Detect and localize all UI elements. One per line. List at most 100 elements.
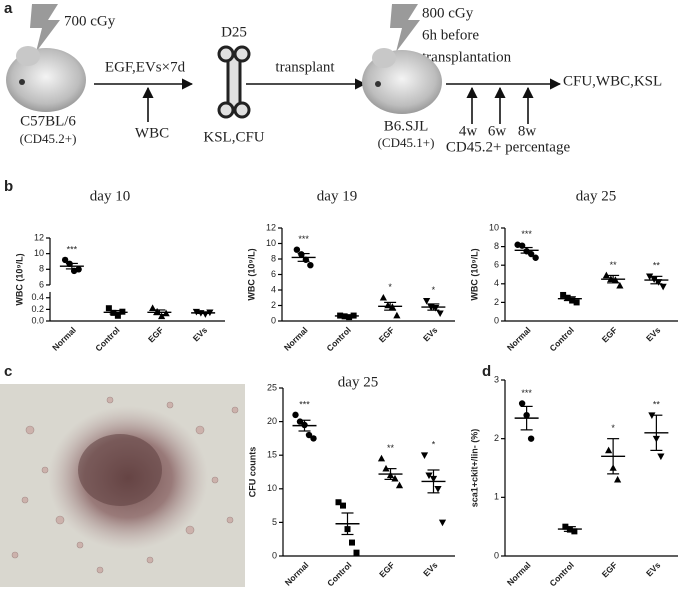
significance: ** <box>387 443 395 453</box>
y-tick-label: 4 <box>494 278 499 288</box>
strain: B6.SJL <box>384 118 429 134</box>
x-tick-label: EGF <box>146 325 165 344</box>
x-tick-label: EGF <box>377 325 396 344</box>
y-tick-label: 8 <box>39 264 44 274</box>
y-tick-label: 12 <box>266 222 276 232</box>
x-tick-label: Control <box>93 325 121 353</box>
chart-title: day 25 <box>338 374 378 390</box>
data-point <box>61 256 69 264</box>
x-tick-label: EVs <box>421 560 440 579</box>
x-tick-label: EVs <box>644 560 663 579</box>
y-tick-label: 10 <box>489 222 499 232</box>
x-tick-label: Normal <box>505 325 533 353</box>
data-point <box>335 499 342 506</box>
y-tick-label: 0.4 <box>31 292 44 302</box>
x-tick-label: EVs <box>421 325 440 344</box>
panel-label: a <box>4 0 13 17</box>
x-tick-label: EVs <box>191 325 210 344</box>
x-tick-label: Control <box>547 560 575 588</box>
y-tick-label: 0.0 <box>31 315 44 325</box>
x-tick-label: EGF <box>600 560 619 579</box>
readout: CFU,WBC,KSL <box>563 73 662 89</box>
y-tick-label: 1 <box>494 492 499 502</box>
chimerism: CD45.2+ percentage <box>446 139 571 155</box>
mouse-ear <box>16 46 40 66</box>
marker: (CD45.1+) <box>378 135 435 150</box>
timing: transplantation <box>422 49 512 65</box>
y-axis-label: sca1+ckit+/lin- (%) <box>469 429 479 508</box>
y-tick-label: 8 <box>271 253 276 263</box>
x-tick-label: Control <box>324 325 352 353</box>
data-point <box>353 549 360 556</box>
data-point <box>527 250 535 258</box>
data-point <box>532 254 539 261</box>
x-tick-label: EVs <box>644 325 663 344</box>
y-tick-label: 2 <box>494 433 499 443</box>
day: D25 <box>221 24 247 40</box>
x-tick-label: Control <box>547 325 575 353</box>
y-tick-label: 3 <box>494 374 499 384</box>
significance: ** <box>653 400 661 410</box>
y-tick-label: 10 <box>34 248 44 258</box>
y-tick-label: 0.2 <box>31 304 44 314</box>
data-point <box>646 273 654 281</box>
y-tick-label: 6 <box>39 279 44 289</box>
data-point <box>293 246 301 253</box>
y-axis-label: CFU counts <box>247 447 257 498</box>
data-point <box>659 283 667 291</box>
y-tick-label: 25 <box>267 382 277 392</box>
data-point <box>614 475 622 483</box>
week: 6w <box>488 123 507 139</box>
x-tick-label: EGF <box>377 560 396 579</box>
data-point <box>346 314 353 321</box>
y-axis-label: WBC (10⁹/L) <box>14 253 24 305</box>
data-point <box>605 446 613 454</box>
data-point <box>75 266 82 273</box>
data-point <box>560 291 567 298</box>
y-axis-label: WBC (10⁹/L) <box>469 248 479 300</box>
data-point <box>436 310 444 318</box>
y-tick-label: 5 <box>272 517 277 527</box>
mouse-ear <box>372 48 396 68</box>
measure: WBC <box>135 125 169 141</box>
data-point <box>657 453 665 461</box>
data-point <box>564 294 571 301</box>
significance: *** <box>298 234 309 244</box>
data-point <box>438 519 447 527</box>
data-point <box>310 435 317 442</box>
significance: *** <box>299 399 310 409</box>
y-tick-label: 20 <box>267 416 277 426</box>
marker: (CD45.2+) <box>20 131 77 146</box>
transplant: transplant <box>275 59 335 75</box>
y-tick-label: 0 <box>271 315 276 325</box>
y-tick-label: 2 <box>271 300 276 310</box>
data-point <box>379 293 387 301</box>
y-tick-label: 15 <box>267 450 277 460</box>
x-tick-label: Normal <box>283 560 311 588</box>
micrograph <box>0 384 245 587</box>
data-point <box>602 271 610 279</box>
chart-title: day 10 <box>90 188 130 204</box>
bone-icon <box>217 45 251 119</box>
x-tick-label: EGF <box>600 325 619 344</box>
chart-title: day 19 <box>317 188 357 204</box>
y-tick-label: 0 <box>272 550 277 560</box>
significance: *** <box>521 229 532 239</box>
data-point <box>340 502 346 509</box>
y-tick-label: 12 <box>34 232 44 242</box>
data-point <box>393 311 401 319</box>
y-tick-label: 10 <box>266 238 276 248</box>
y-tick-label: 8 <box>494 241 499 251</box>
significance: * <box>611 423 615 433</box>
data-point <box>105 305 112 312</box>
data-point <box>298 251 305 258</box>
chart-title: day 25 <box>576 188 616 204</box>
schematic: 700 cGy C57BL/6 (CD45.2+) EGF,EVs×7d WBC… <box>6 4 662 155</box>
dose: 700 cGy <box>64 13 116 29</box>
dose: 800 cGy <box>422 5 474 21</box>
significance: *** <box>67 244 78 254</box>
y-tick-label: 0 <box>494 550 499 560</box>
week: 4w <box>459 123 478 139</box>
data-point <box>420 452 429 459</box>
data-point <box>573 299 580 306</box>
